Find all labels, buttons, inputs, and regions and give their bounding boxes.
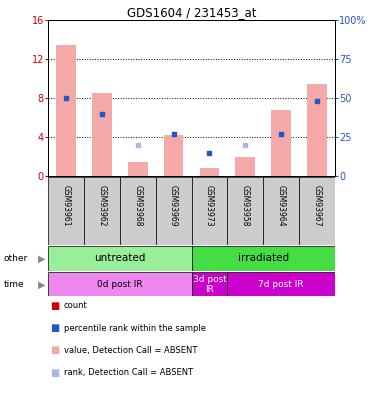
Text: rank, Detection Call = ABSENT: rank, Detection Call = ABSENT <box>64 368 192 377</box>
Text: 7d post IR: 7d post IR <box>258 280 304 289</box>
Bar <box>271 110 291 176</box>
Text: GSM93961: GSM93961 <box>62 185 70 227</box>
Text: GSM93969: GSM93969 <box>169 185 178 227</box>
Text: ▶: ▶ <box>38 279 45 289</box>
Text: percentile rank within the sample: percentile rank within the sample <box>64 324 206 333</box>
Text: GSM93968: GSM93968 <box>133 185 142 227</box>
Bar <box>164 135 184 176</box>
Text: GSM93967: GSM93967 <box>313 185 321 227</box>
Text: count: count <box>64 301 87 310</box>
Text: ▶: ▶ <box>38 254 45 263</box>
Bar <box>307 83 327 176</box>
Text: 3d post
IR: 3d post IR <box>192 275 226 294</box>
Text: GSM93964: GSM93964 <box>277 185 286 227</box>
Bar <box>92 93 112 176</box>
Text: 0d post IR: 0d post IR <box>97 280 143 289</box>
Bar <box>84 177 120 245</box>
Text: untreated: untreated <box>94 254 146 263</box>
Bar <box>128 162 147 176</box>
Text: irradiated: irradiated <box>238 254 289 263</box>
Bar <box>199 168 219 176</box>
Bar <box>48 272 192 296</box>
Bar <box>228 272 335 296</box>
Text: ■: ■ <box>50 301 59 311</box>
Bar <box>156 177 192 245</box>
Text: ■: ■ <box>50 345 59 355</box>
Text: other: other <box>4 254 28 263</box>
Text: GSM93958: GSM93958 <box>241 185 250 227</box>
Bar <box>56 45 76 176</box>
Bar <box>299 177 335 245</box>
Bar <box>192 272 228 296</box>
Text: GSM93962: GSM93962 <box>97 185 106 227</box>
Title: GDS1604 / 231453_at: GDS1604 / 231453_at <box>127 6 256 19</box>
Text: GSM93973: GSM93973 <box>205 185 214 227</box>
Bar <box>48 246 192 271</box>
Text: ■: ■ <box>50 368 59 377</box>
Bar <box>192 246 335 271</box>
Text: value, Detection Call = ABSENT: value, Detection Call = ABSENT <box>64 346 197 355</box>
Bar <box>192 177 228 245</box>
Text: time: time <box>4 280 25 289</box>
Bar <box>48 177 84 245</box>
Bar <box>236 157 255 176</box>
Bar <box>228 177 263 245</box>
Bar <box>263 177 299 245</box>
Bar <box>120 177 156 245</box>
Text: ■: ■ <box>50 323 59 333</box>
